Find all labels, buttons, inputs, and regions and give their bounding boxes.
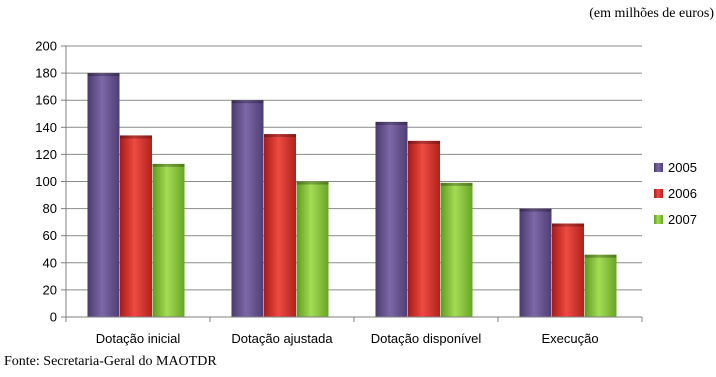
unit-note: (em milhões de euros)	[589, 6, 714, 21]
bar-2007-2	[296, 181, 329, 317]
legend: 2005 2006 2007	[654, 160, 697, 227]
bar-top-shade	[408, 140, 440, 144]
y-tick-label: 80	[43, 201, 57, 216]
bar-top-shade	[552, 223, 584, 227]
bar-2006-4	[552, 223, 584, 317]
bar-top-shade	[120, 135, 152, 139]
x-tick-label: Dotação inicial	[96, 331, 181, 346]
legend-label-2007: 2007	[668, 212, 697, 227]
y-tick-label: 120	[35, 147, 57, 162]
bar-top-shade	[87, 73, 120, 77]
bar-2005-1	[87, 73, 120, 317]
bar-2007-3	[440, 182, 473, 317]
bar-2006-3	[408, 140, 440, 317]
y-tick-label: 100	[35, 174, 57, 189]
legend-label-2006: 2006	[668, 186, 697, 201]
y-tick-label: 40	[43, 255, 57, 270]
bar-top-shade	[264, 134, 296, 138]
bar-top-shade	[231, 100, 264, 104]
legend-swatch-2006	[654, 189, 663, 198]
bar-2006-1	[120, 135, 152, 317]
bar-2007-1	[152, 163, 185, 317]
bar-2006-2	[264, 134, 296, 317]
bar-2007-4	[584, 254, 617, 317]
y-tick-label: 200	[35, 39, 57, 54]
legend-swatch-2007	[654, 215, 663, 224]
bar-2005-3	[375, 121, 408, 317]
source-note: Fonte: Secretaria-Geral do MAOTDR	[4, 354, 217, 369]
x-tick-label: Dotação ajustada	[231, 331, 333, 346]
bar-top-shade	[375, 121, 408, 125]
x-tick-label: Dotação disponível	[371, 331, 482, 346]
bar-top-shade	[519, 208, 552, 212]
y-tick-label: 160	[35, 93, 57, 108]
bar-top-shade	[152, 163, 185, 167]
y-tick-label: 180	[35, 66, 57, 81]
bar-top-shade	[440, 182, 473, 186]
bar-2005-2	[231, 100, 264, 317]
bar-2005-4	[519, 208, 552, 317]
bars	[87, 73, 617, 317]
bar-top-shade	[296, 181, 329, 185]
bar-top-shade	[584, 254, 617, 258]
axes: 0 20 40 60 80 100 120 140 160 180 200 Dotação inici…	[35, 39, 643, 346]
y-tick-label: 0	[50, 310, 57, 325]
y-tick-label: 60	[43, 228, 57, 243]
y-tick-label: 140	[35, 120, 57, 135]
x-tick-label: Execução	[541, 331, 598, 346]
legend-swatch-2005	[654, 163, 663, 172]
y-tick-label: 20	[43, 282, 57, 297]
legend-label-2005: 2005	[668, 160, 697, 175]
